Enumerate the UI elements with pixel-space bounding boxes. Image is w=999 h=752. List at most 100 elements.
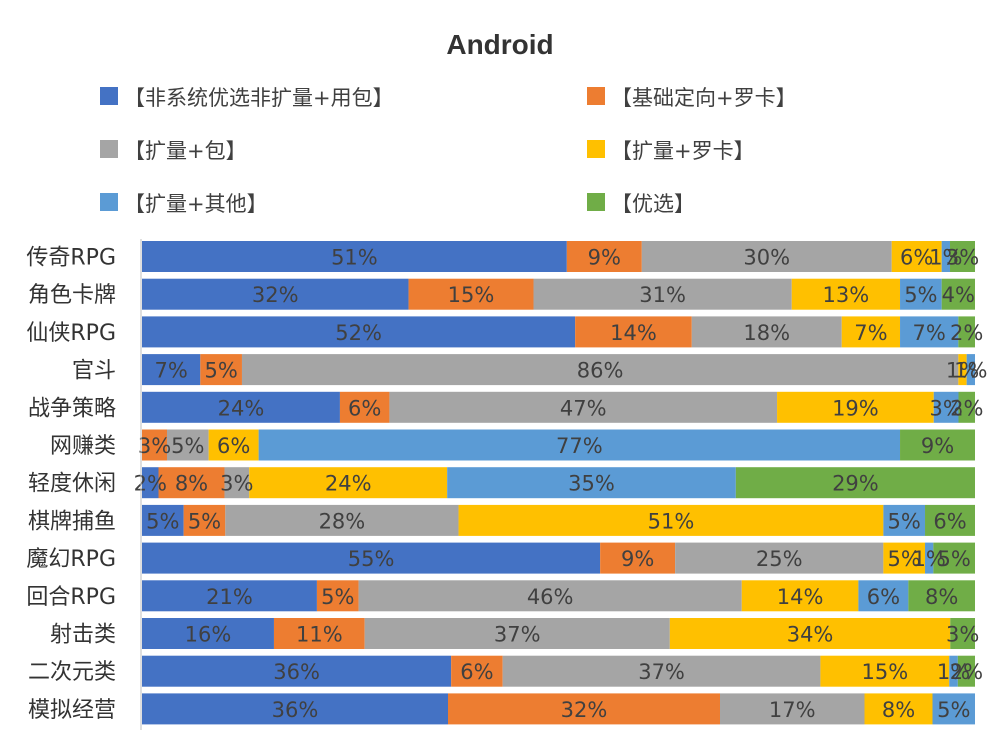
bar-segment [316, 580, 359, 612]
bar-segment [458, 504, 884, 536]
bar-segment [448, 693, 720, 725]
data-label: 2% [950, 321, 983, 345]
bar-segment [249, 467, 448, 499]
bar-segment [142, 655, 452, 687]
data-label: 7% [154, 359, 187, 383]
legend-label: 【基础定向+罗卡】 [611, 86, 797, 110]
legend-swatch [100, 140, 118, 158]
bar-segment [142, 278, 409, 310]
data-label: 21% [206, 585, 253, 609]
bar-segment [941, 278, 975, 310]
data-label: 25% [756, 547, 803, 571]
data-label: 52% [335, 321, 382, 345]
bar-segment [820, 655, 950, 687]
data-labels: 51% 9% 30% 6%1%3%32% 15% 31% 13% 5% 4%52% 14% 18% 7… [134, 246, 988, 722]
legend: 【非系统优选非扩量+用包】 【基础定向+罗卡】【扩量+包】 【扩量+罗卡】【扩量+其… [100, 86, 797, 216]
data-label: 3% [929, 396, 962, 420]
data-label: 51% [331, 246, 378, 270]
data-label: 24% [325, 472, 372, 496]
data-label: 1% [929, 246, 962, 270]
data-label: 28% [319, 509, 366, 533]
bar-segment [389, 391, 778, 423]
data-label: 34% [787, 623, 834, 647]
data-label: 3% [220, 472, 253, 496]
category-label: 回合RPG [26, 585, 116, 610]
bar-segment [339, 391, 390, 423]
category-label: 二次元类 [28, 660, 116, 685]
bar-segment [142, 429, 167, 461]
bar-segment [258, 429, 901, 461]
bar-segment [958, 354, 967, 386]
bar-segment [142, 618, 274, 649]
data-label: 5% [888, 509, 921, 533]
data-label: 8% [175, 472, 208, 496]
bar-segment [575, 316, 692, 348]
bar-segment [502, 655, 821, 687]
bar-segment [791, 278, 901, 310]
bar-segment [958, 391, 975, 423]
bar-segment [908, 580, 975, 612]
data-label: 5% [204, 359, 237, 383]
bar-segment [957, 655, 975, 687]
bar-segment [958, 316, 975, 348]
data-label: 2% [134, 472, 167, 496]
data-label: 31% [639, 283, 686, 307]
data-label: 4% [942, 283, 975, 307]
data-label: 16% [185, 623, 232, 647]
category-label: 网赚类 [50, 434, 116, 459]
data-label: 3% [946, 623, 979, 647]
bar-segment [566, 241, 642, 272]
legend-swatch [587, 87, 605, 105]
bar-segment [142, 316, 576, 348]
bar-segment [720, 693, 865, 725]
data-label: 6% [933, 509, 966, 533]
bar-segment [158, 467, 225, 499]
category-label: 仙侠RPG [26, 321, 116, 346]
data-label: 17% [769, 698, 816, 722]
bar-segment [208, 429, 259, 461]
data-label: 19% [832, 396, 879, 420]
bar-segment [358, 580, 742, 612]
data-label: 36% [272, 698, 319, 722]
data-label: 7% [913, 321, 946, 345]
category-label: 射击类 [50, 623, 116, 648]
category-label: 魔幻RPG [26, 547, 116, 572]
bar-segment [669, 618, 951, 649]
category-label: 传奇RPG [26, 246, 116, 271]
data-label: 1% [937, 660, 970, 684]
data-label: 6% [867, 585, 900, 609]
plot-area [142, 241, 975, 725]
data-label: 2% [950, 660, 983, 684]
bar-segment [900, 316, 959, 348]
category-label: 角色卡牌 [28, 283, 116, 308]
bar-segment [900, 429, 975, 461]
data-label: 5% [888, 547, 921, 571]
bar-segment [142, 467, 159, 499]
data-label: 5% [146, 509, 179, 533]
data-label: 7% [854, 321, 887, 345]
bar-segment [641, 241, 892, 272]
data-label: 9% [921, 434, 954, 458]
bar-segment [933, 542, 975, 574]
bar-segment [183, 504, 226, 536]
data-label: 8% [882, 698, 915, 722]
bar-segment [883, 542, 926, 574]
category-label: 棋牌捕鱼 [28, 509, 116, 534]
bar-segment [451, 655, 503, 687]
category-label: 战争策略 [28, 396, 116, 421]
data-label: 5% [938, 547, 971, 571]
category-label: 官斗 [72, 359, 116, 384]
bar-segment [932, 693, 975, 725]
bar-segment [735, 467, 975, 499]
data-label: 14% [777, 585, 824, 609]
bar-segment [364, 618, 670, 649]
data-label: 15% [861, 660, 908, 684]
bar-segment [966, 354, 975, 386]
bar-segment [142, 504, 184, 536]
legend-label: 【扩量+包】 [124, 139, 247, 163]
data-label: 36% [273, 660, 320, 684]
legend-label: 【扩量+其他】 [124, 192, 268, 216]
bar-segment [408, 278, 534, 310]
